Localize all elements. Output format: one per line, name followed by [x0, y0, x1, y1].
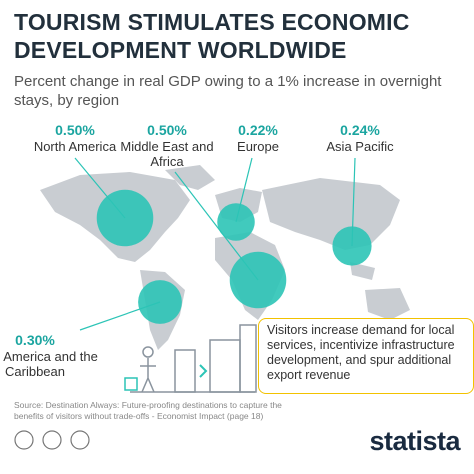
- category-label: Europe: [237, 139, 279, 154]
- bubble: [217, 203, 255, 241]
- footer-icons: [14, 430, 90, 450]
- brand-logo: statista: [369, 426, 460, 456]
- category-label: North America: [33, 139, 117, 154]
- value-label: 0.50%: [55, 122, 95, 138]
- value-label: 0.22%: [238, 122, 278, 138]
- bubble: [96, 189, 154, 247]
- value-label: 0.24%: [340, 122, 380, 138]
- value-label: 0.50%: [147, 122, 187, 138]
- source: Source: Destination Always: Future-proof…: [14, 400, 282, 421]
- bubble: [229, 251, 287, 309]
- category-label: Latin America and the Caribbean: [0, 349, 98, 379]
- bubble: [138, 280, 182, 324]
- city-illustration: [124, 324, 257, 393]
- category-label: Middle East and Africa: [120, 139, 214, 169]
- title: TOURISM STIMULATES ECONOMIC DEVELOPMENT …: [14, 9, 410, 63]
- annotation: Visitors increase demand for local servi…: [258, 318, 474, 394]
- subtitle: Percent change in real GDP owing to a 1%…: [14, 73, 442, 109]
- bubble: [332, 226, 372, 266]
- arrow: [199, 364, 208, 378]
- value-label: 0.30%: [15, 332, 55, 348]
- category-label: Asia Pacific: [326, 139, 394, 154]
